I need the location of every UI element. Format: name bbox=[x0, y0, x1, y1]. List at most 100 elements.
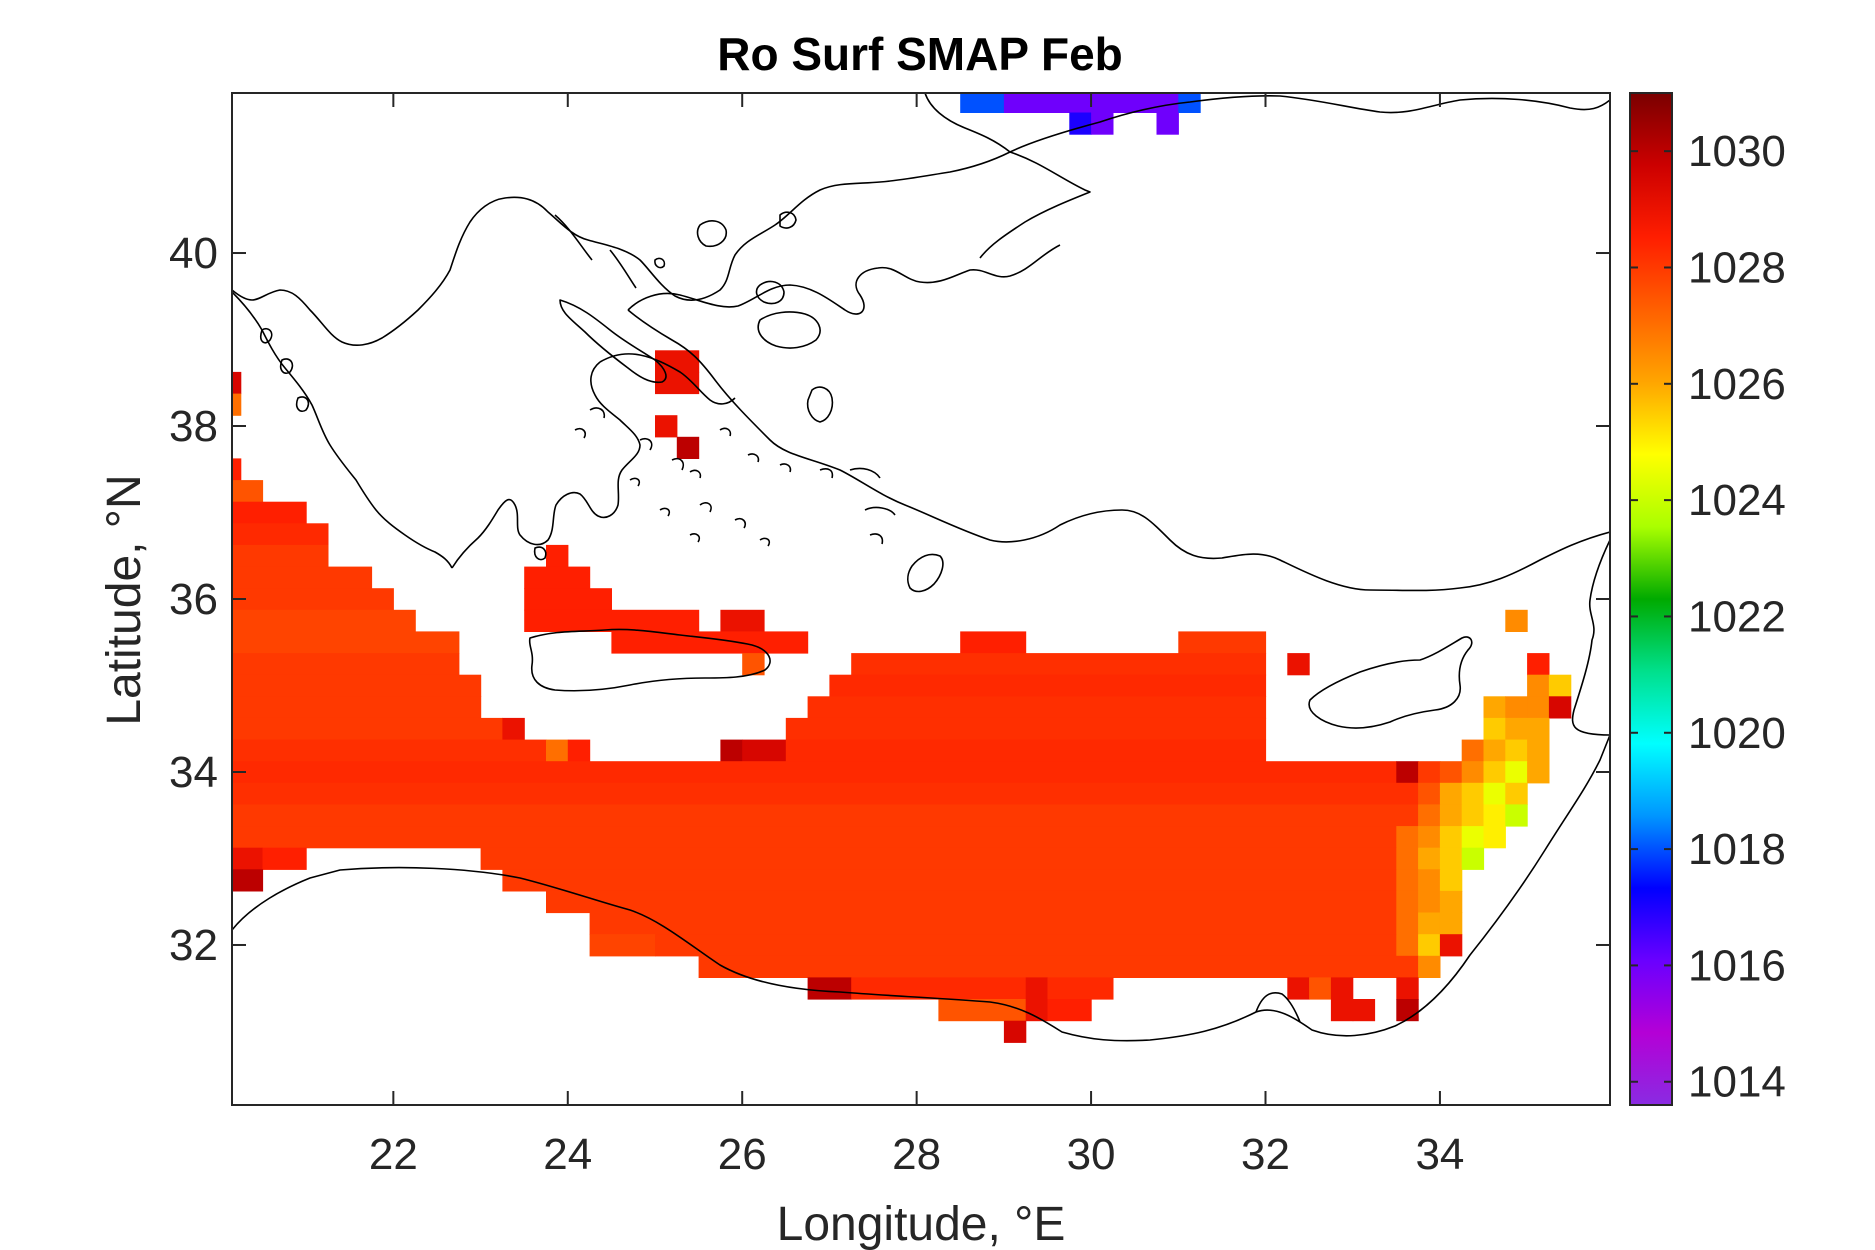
colorbar-tick-label: 1028 bbox=[1688, 243, 1786, 292]
chart-title: Ro Surf SMAP Feb bbox=[717, 28, 1123, 80]
coastline-thasos-samothrace bbox=[696, 211, 797, 248]
coastline-limnos bbox=[755, 280, 785, 305]
data-cell bbox=[1330, 999, 1354, 1022]
data-cell bbox=[232, 674, 482, 697]
data-cell bbox=[232, 588, 394, 611]
data-cell bbox=[546, 890, 1397, 914]
coastline-cyprus bbox=[1308, 636, 1473, 729]
coastline-chios bbox=[806, 386, 834, 423]
colorbar-tick-label: 1016 bbox=[1688, 941, 1786, 990]
coastline-marmara bbox=[1009, 95, 1610, 153]
data-cell bbox=[232, 717, 503, 741]
data-cell bbox=[1178, 631, 1267, 654]
data-cell bbox=[1069, 112, 1092, 135]
data-cell bbox=[1548, 674, 1572, 697]
data-cell bbox=[1483, 739, 1506, 762]
colorbar-gradient bbox=[1629, 92, 1673, 1106]
data-cell bbox=[567, 739, 591, 762]
colorbar-tick-label: 1024 bbox=[1688, 476, 1786, 525]
data-cell bbox=[1396, 761, 1419, 784]
data-cell bbox=[785, 739, 1267, 762]
data-cell bbox=[1396, 847, 1419, 870]
data-cell bbox=[1483, 826, 1506, 849]
data-cell bbox=[1527, 739, 1550, 762]
data-cell bbox=[232, 653, 460, 676]
data-cell bbox=[1505, 609, 1528, 632]
data-cell bbox=[232, 847, 264, 870]
data-cell bbox=[785, 717, 1267, 741]
coastline-layer bbox=[232, 93, 1610, 1042]
data-cell bbox=[1527, 653, 1550, 676]
coastline-rhodes bbox=[907, 553, 944, 593]
data-cell bbox=[1461, 847, 1485, 870]
x-tick-label: 34 bbox=[1415, 1130, 1464, 1179]
data-cell bbox=[807, 696, 1267, 719]
data-cell bbox=[1439, 912, 1463, 935]
data-cell bbox=[1330, 977, 1354, 1000]
x-axis: 22 24 26 28 30 32 34 bbox=[369, 93, 1464, 1179]
data-cell bbox=[232, 696, 482, 719]
data-cell bbox=[232, 826, 1397, 849]
data-cell bbox=[502, 869, 1397, 892]
coastline-chalkidiki bbox=[554, 214, 637, 289]
data-cell bbox=[1461, 826, 1485, 849]
data-cell bbox=[1396, 869, 1419, 892]
data-cell bbox=[1439, 890, 1463, 914]
coastline-dardanelles bbox=[979, 151, 1091, 259]
data-cell bbox=[232, 782, 1419, 805]
data-cell bbox=[1287, 977, 1310, 1000]
data-cell bbox=[1439, 826, 1463, 849]
data-cell bbox=[1178, 93, 1201, 113]
data-cell bbox=[1418, 869, 1441, 892]
y-tick-label: 36 bbox=[169, 575, 218, 624]
coastline-nile-delta bbox=[1255, 992, 1301, 1023]
data-cell bbox=[655, 934, 1397, 957]
data-cell bbox=[1461, 782, 1485, 805]
x-tick-label: 28 bbox=[892, 1130, 941, 1179]
data-cell bbox=[589, 934, 656, 957]
data-cell bbox=[1461, 804, 1485, 827]
data-cell bbox=[1527, 696, 1550, 719]
data-cell bbox=[1439, 782, 1463, 805]
data-cell bbox=[232, 869, 264, 892]
coastline-euboea bbox=[559, 299, 667, 384]
colorbar-tick-label: 1020 bbox=[1688, 709, 1786, 758]
data-cell bbox=[1505, 761, 1528, 784]
colorbar: 1014 1016 1018 1020 1022 1024 1026 1028 1030 bbox=[1629, 92, 1786, 1107]
colorbar-tick-label: 1026 bbox=[1688, 360, 1786, 409]
data-cell bbox=[1047, 999, 1092, 1022]
data-cell bbox=[938, 999, 1027, 1022]
data-cell bbox=[1505, 696, 1528, 719]
coastline-cyclades-islands bbox=[629, 437, 771, 547]
coastline-ionian-islands bbox=[260, 327, 310, 413]
colorbar-tick-label: 1018 bbox=[1688, 825, 1786, 874]
data-cell bbox=[960, 631, 1027, 654]
y-tick-label: 38 bbox=[169, 402, 218, 451]
colorbar-tick-label: 1014 bbox=[1688, 1058, 1786, 1107]
coastline-anatolia-south bbox=[627, 309, 1610, 592]
data-cell bbox=[1439, 847, 1463, 870]
x-tick-label: 24 bbox=[543, 1130, 592, 1179]
colorbar-ticks: 1014 1016 1018 1020 1022 1024 1026 1028 1030 bbox=[1630, 127, 1786, 1107]
coastline-greece-west bbox=[232, 291, 453, 569]
data-cell bbox=[546, 544, 569, 568]
coastline-thrace bbox=[924, 93, 1011, 153]
data-cell bbox=[1527, 674, 1550, 697]
data-cell bbox=[1483, 782, 1506, 805]
y-axis-label: Latitude, °N bbox=[98, 474, 151, 725]
data-cell bbox=[1396, 912, 1419, 935]
data-cell bbox=[1483, 696, 1506, 719]
data-cell bbox=[1483, 717, 1506, 741]
data-cell bbox=[1483, 761, 1506, 784]
x-tick-label: 30 bbox=[1067, 1130, 1116, 1179]
data-cell bbox=[1047, 977, 1114, 1000]
data-cell bbox=[524, 609, 700, 632]
data-cell bbox=[1396, 977, 1419, 1000]
data-cell bbox=[1461, 761, 1485, 784]
data-cell bbox=[1396, 826, 1419, 849]
data-cell bbox=[502, 717, 525, 741]
data-cell bbox=[1003, 1020, 1027, 1043]
data-cell bbox=[1439, 869, 1463, 892]
data-cell bbox=[232, 393, 242, 416]
